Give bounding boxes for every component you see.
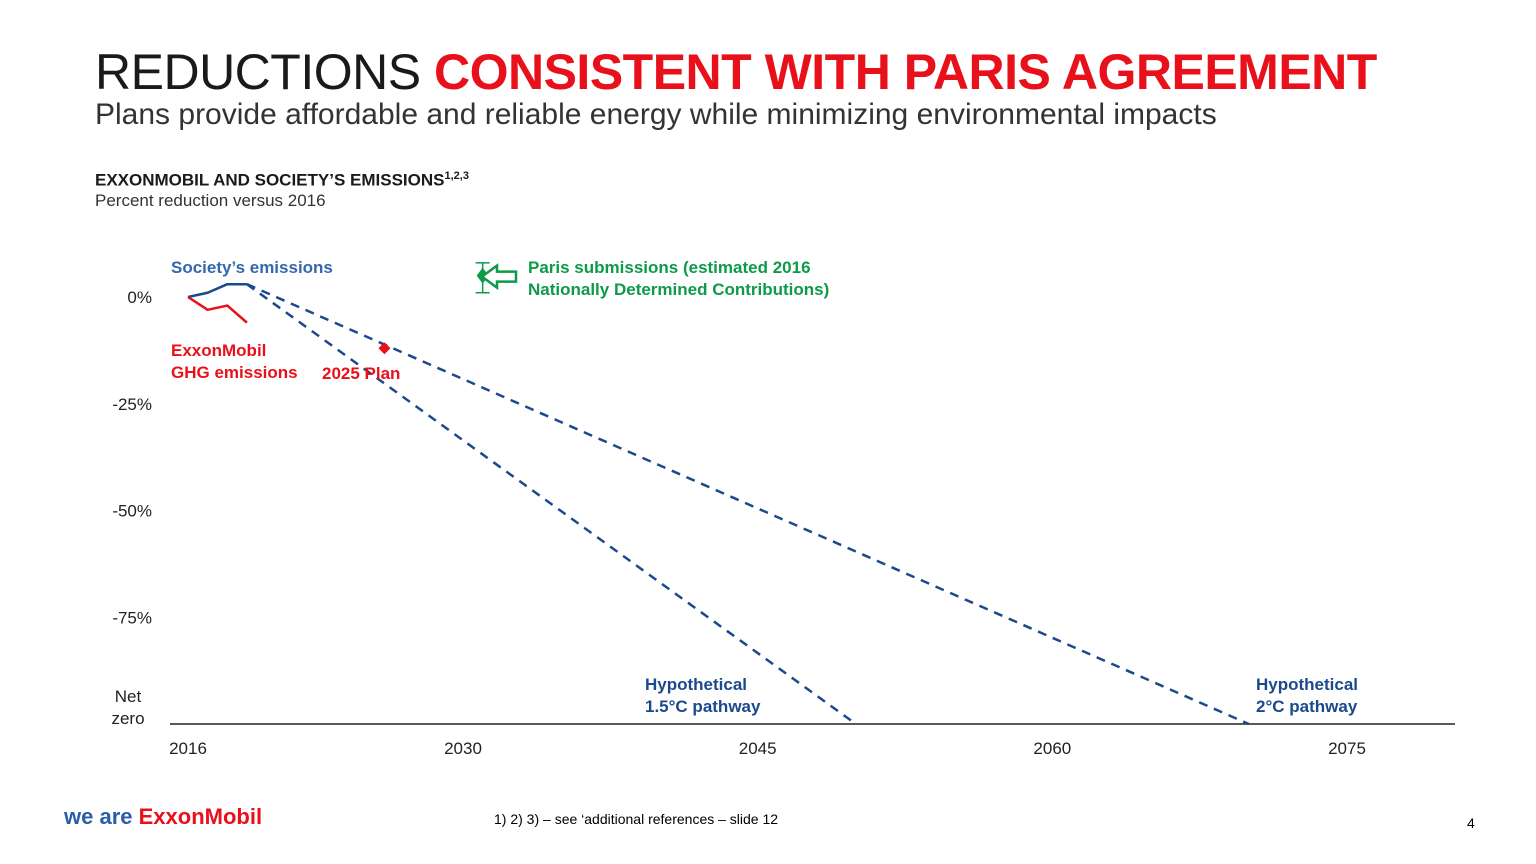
- y-tick-label: -75%: [112, 608, 152, 627]
- exxonmobil-label-line1: ExxonMobil: [171, 341, 266, 360]
- chart-title-text: EXXONMOBIL AND SOCIETY’S EMISSIONS: [95, 170, 445, 190]
- pathway-1-5c-label-line2: 1.5°C pathway: [645, 697, 761, 716]
- chart-title: EXXONMOBIL AND SOCIETY’S EMISSIONS1,2,3: [95, 170, 469, 191]
- pathway-2c-label-line1: Hypothetical: [1256, 675, 1358, 694]
- footnote: 1) 2) 3) – see ‘additional references – …: [494, 811, 779, 827]
- logo-we-are: we are: [64, 804, 139, 829]
- series-line-2c-pathway: [246, 283, 1250, 726]
- chart-title-superscript: 1,2,3: [444, 170, 469, 182]
- x-tick-label: 2030: [444, 739, 482, 758]
- y-tick-label: -50%: [112, 502, 152, 521]
- title-plain: REDUCTIONS: [95, 44, 434, 100]
- chart-subtitle: Percent reduction versus 2016: [95, 191, 326, 210]
- y-tick-label-net: Net: [115, 687, 142, 706]
- page-number: 4: [1467, 815, 1475, 831]
- page-subtitle: Plans provide affordable and reliable en…: [95, 98, 1217, 131]
- exxonmobil-label-line2: GHG emissions: [171, 363, 298, 382]
- x-tick-label: 2075: [1328, 739, 1366, 758]
- title-accent: CONSISTENT WITH PARIS AGREEMENT: [433, 44, 1377, 100]
- x-tick-label: 2060: [1033, 739, 1071, 758]
- x-tick-label: 2045: [739, 739, 777, 758]
- plan-2025-marker: [378, 342, 391, 355]
- y-tick-label: -25%: [112, 395, 152, 414]
- plan-2025-label: 2025 Plan: [322, 364, 400, 383]
- paris-label-line1: Paris submissions (estimated 2016: [528, 258, 811, 277]
- pathway-2c-label-line2: 2°C pathway: [1256, 697, 1358, 716]
- exxonmobil-logo: we are ExxonMobil: [64, 804, 262, 830]
- left-arrow-icon: [479, 263, 518, 291]
- society-emissions-label: Society’s emissions: [171, 258, 333, 277]
- pathway-1-5c-label-line1: Hypothetical: [645, 675, 747, 694]
- x-tick-label: 2016: [169, 739, 207, 758]
- series-line-exxonmobil: [187, 295, 248, 324]
- logo-brand: ExxonMobil: [138, 804, 263, 829]
- y-tick-label: 0%: [127, 288, 152, 307]
- paris-label-line2: Nationally Determined Contributions): [528, 280, 829, 299]
- y-tick-label-zero: zero: [111, 709, 144, 728]
- series-line-society: [187, 282, 247, 299]
- series-line-1-5c-pathway: [246, 283, 857, 726]
- page-title: REDUCTIONS CONSISTENT WITH PARIS AGREEME…: [95, 44, 1377, 100]
